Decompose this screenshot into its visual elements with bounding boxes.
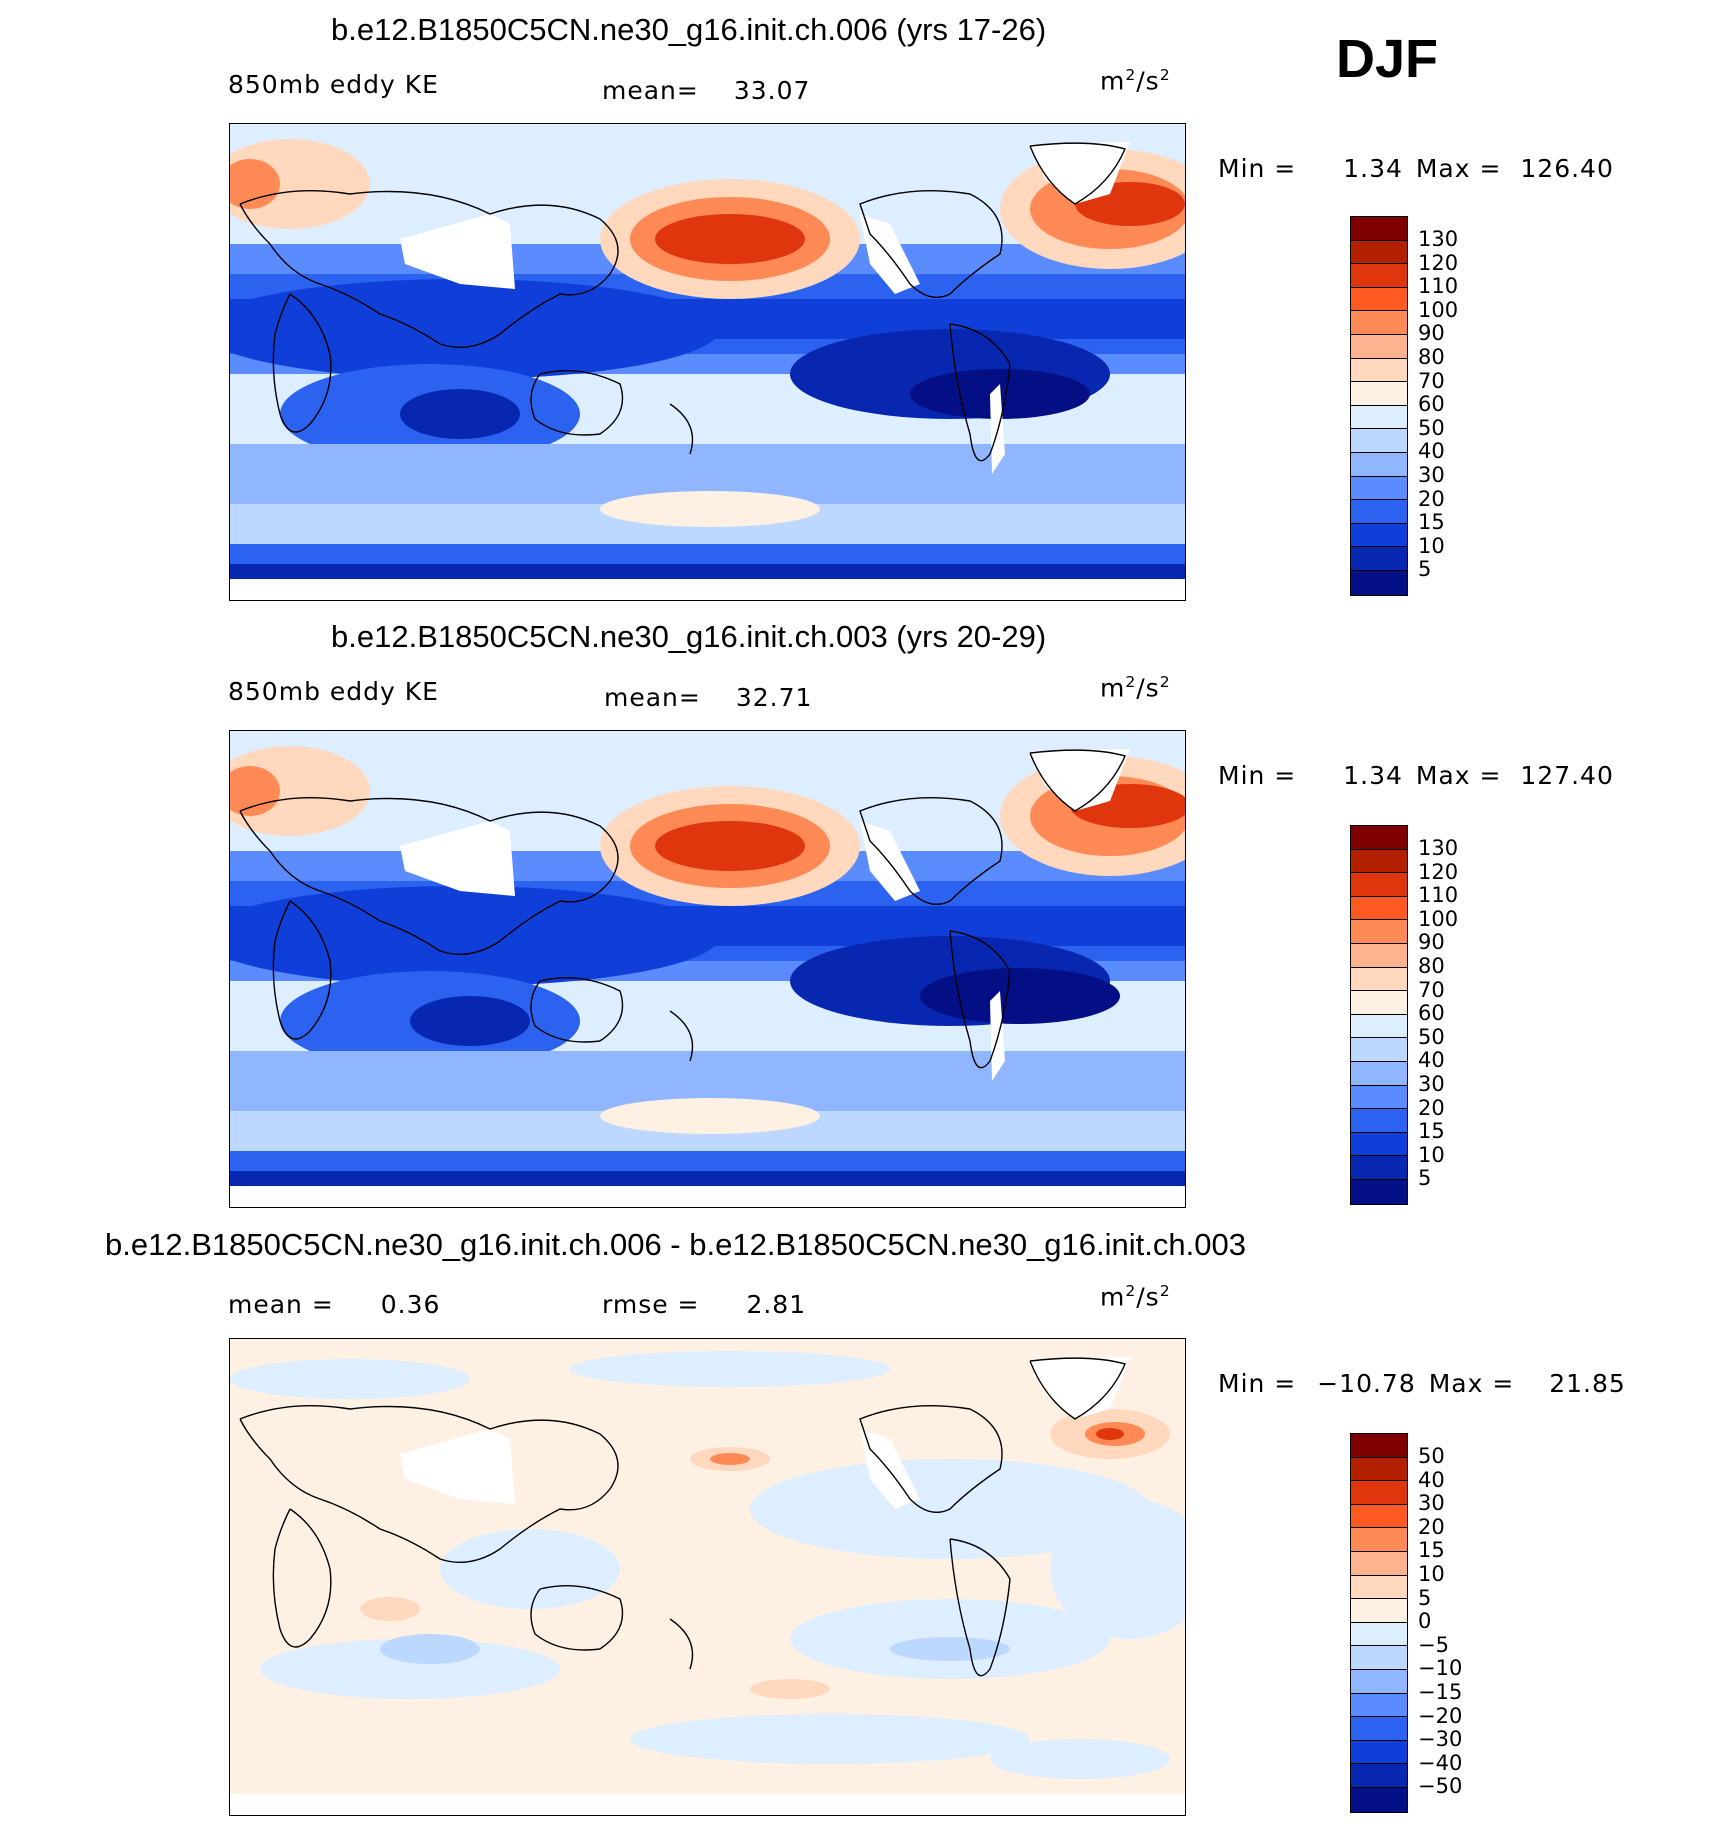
colorbar-swatch	[1351, 287, 1407, 312]
colorbar-swatch	[1351, 920, 1407, 944]
colorbar-swatch	[1351, 1132, 1407, 1157]
colorbar-swatch	[1351, 1038, 1407, 1062]
colorbar-swatch	[1351, 1764, 1407, 1788]
panel3-min-value: −10.78	[1317, 1369, 1416, 1398]
panel3-units: m2/s2	[1100, 1282, 1171, 1312]
colorbar-swatch	[1351, 1622, 1407, 1647]
panel1-variable-label: 850mb eddy KE	[228, 70, 439, 99]
panel3-field	[230, 1339, 1185, 1815]
colorbar-swatch	[1351, 1457, 1407, 1482]
panel3-max-value: 21.85	[1549, 1369, 1626, 1398]
panel2-colorbar	[1350, 825, 1408, 1205]
panel3-mean-value: 0.36	[380, 1290, 441, 1319]
panel3-colorbar	[1350, 1433, 1408, 1813]
panel2-max-label: Max =	[1415, 761, 1502, 790]
colorbar-swatch	[1351, 826, 1407, 850]
colorbar-swatch	[1351, 1787, 1407, 1812]
panel3-max-label: Max =	[1428, 1369, 1515, 1398]
colorbar-swatch	[1351, 264, 1407, 288]
panel1-mean: mean= 33.07	[602, 76, 810, 105]
colorbar-swatch	[1351, 1740, 1407, 1765]
colorbar-swatch	[1351, 1061, 1407, 1086]
panel2-map	[229, 730, 1186, 1208]
panel3-map	[229, 1338, 1186, 1816]
panel1-min-label: Min =	[1218, 154, 1297, 183]
panel1-colorbar	[1350, 216, 1408, 596]
colorbar-swatch	[1351, 523, 1407, 548]
colorbar-swatch	[1351, 1109, 1407, 1133]
panel2-minmax: Min = 1.34 Max = 127.40	[1218, 761, 1614, 790]
colorbar-swatch	[1351, 358, 1407, 383]
panel1-mean-value: 33.07	[733, 76, 811, 105]
panel1-min-value: 1.34	[1343, 154, 1403, 183]
panel3-rmse-value: 2.81	[746, 1290, 807, 1319]
colorbar-swatch	[1351, 849, 1407, 874]
panel1-mean-label: mean=	[602, 76, 699, 105]
panel2-mean-value: 32.71	[735, 683, 813, 712]
colorbar-swatch	[1351, 873, 1407, 897]
colorbar-swatch	[1351, 429, 1407, 453]
panel2-max-value: 127.40	[1520, 761, 1614, 790]
panel2-colorbar-labels: 130 120 110 100 90 80 70 60 50 40 30 20 15 10 5	[1418, 836, 1459, 1191]
panel1-colorbar-labels: 130 120 110 100 90 80 70 60 50 40 30 20 15 10 5	[1418, 227, 1459, 582]
panel1-minmax: Min = 1.34 Max = 126.40	[1218, 154, 1614, 183]
colorbar-swatch	[1351, 1434, 1407, 1458]
panel2-variable-label: 850mb eddy KE	[228, 677, 439, 706]
panel3-rmse-label: rmse =	[602, 1290, 700, 1319]
colorbar-swatch	[1351, 405, 1407, 430]
colorbar-swatch	[1351, 1693, 1407, 1718]
panel3-title: b.e12.B1850C5CN.ne30_g16.init.ch.006 - b…	[105, 1227, 1246, 1262]
panel1-units: m2/s2	[1100, 66, 1171, 96]
panel1-max-value: 126.40	[1520, 154, 1614, 183]
colorbar-swatch	[1351, 1669, 1407, 1694]
colorbar-swatch	[1351, 1528, 1407, 1552]
panel2-min-value: 1.34	[1343, 761, 1403, 790]
colorbar-swatch	[1351, 1504, 1407, 1529]
panel2-field	[230, 731, 1185, 1207]
panel2-mean: mean= 32.71	[604, 683, 812, 712]
panel2-title: b.e12.B1850C5CN.ne30_g16.init.ch.003 (yr…	[331, 619, 1047, 654]
colorbar-swatch	[1351, 476, 1407, 501]
panel2-mean-label: mean=	[604, 683, 701, 712]
colorbar-swatch	[1351, 1646, 1407, 1670]
panel1-map	[229, 123, 1186, 601]
colorbar-swatch	[1351, 334, 1407, 359]
colorbar-swatch	[1351, 1599, 1407, 1623]
colorbar-swatch	[1351, 500, 1407, 524]
colorbar-swatch	[1351, 1481, 1407, 1505]
panel3-minmax: Min = −10.78 Max = 21.85	[1218, 1369, 1626, 1398]
colorbar-swatch	[1351, 1179, 1407, 1204]
panel3-min-label: Min =	[1218, 1369, 1297, 1398]
panel2-min-label: Min =	[1218, 761, 1297, 790]
colorbar-swatch	[1351, 896, 1407, 921]
colorbar-swatch	[1351, 382, 1407, 406]
colorbar-swatch	[1351, 991, 1407, 1015]
panel3-rmse: rmse = 2.81	[602, 1290, 806, 1319]
panel1-field	[230, 124, 1185, 600]
panel3-mean-label: mean =	[228, 1290, 334, 1319]
colorbar-swatch	[1351, 1156, 1407, 1180]
colorbar-swatch	[1351, 547, 1407, 571]
colorbar-swatch	[1351, 452, 1407, 477]
panel2-units: m2/s2	[1100, 673, 1171, 703]
colorbar-swatch	[1351, 1717, 1407, 1741]
colorbar-swatch	[1351, 1575, 1407, 1600]
panel3-mean: mean = 0.36	[228, 1290, 440, 1319]
colorbar-swatch	[1351, 311, 1407, 335]
colorbar-swatch	[1351, 240, 1407, 265]
colorbar-swatch	[1351, 217, 1407, 241]
colorbar-swatch	[1351, 1085, 1407, 1110]
colorbar-swatch	[1351, 943, 1407, 968]
panel1-title: b.e12.B1850C5CN.ne30_g16.init.ch.006 (yr…	[331, 12, 1047, 47]
colorbar-swatch	[1351, 1551, 1407, 1576]
colorbar-swatch	[1351, 1014, 1407, 1039]
colorbar-swatch	[1351, 570, 1407, 595]
panel3-colorbar-labels: 50 40 30 20 15 10 5 0 −5 −10 −15 −20 −30 −40 −50	[1418, 1444, 1463, 1799]
panel1-max-label: Max =	[1415, 154, 1502, 183]
colorbar-swatch	[1351, 967, 1407, 992]
season-label: DJF	[1336, 29, 1439, 89]
